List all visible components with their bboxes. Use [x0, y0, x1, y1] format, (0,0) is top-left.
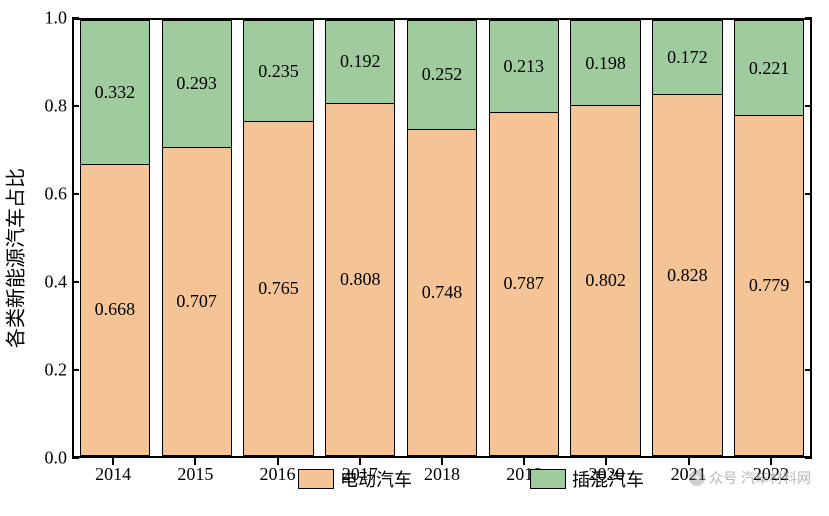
bar-segment-ev: 0.808: [325, 104, 395, 456]
bar-value-phev: 0.198: [585, 53, 626, 74]
bar-segment-phev: 0.221: [734, 20, 804, 116]
legend-item-phev: 插混汽车: [530, 466, 644, 492]
y-tick-label: 1.0: [45, 8, 68, 29]
y-tick-label: 0.4: [45, 272, 68, 293]
bar-segment-phev: 0.198: [570, 20, 640, 106]
x-tick-mark: [688, 458, 690, 465]
bar-value-phev: 0.172: [667, 47, 708, 68]
bar-slot: 0.252 0.748: [401, 20, 483, 456]
bar-segment-ev: 0.779: [734, 116, 804, 456]
bar-slot: 0.293 0.707: [156, 20, 238, 456]
bar-segment-ev: 0.707: [162, 148, 232, 456]
y-tick-label: 0.0: [45, 448, 68, 469]
y-tick-mark-left: [72, 105, 79, 107]
x-tick-mark: [112, 458, 114, 465]
x-tick-label: 2014: [95, 464, 131, 485]
watermark: ✴ 众号 汽车材料网: [689, 468, 811, 488]
y-tick-mark-right: [805, 17, 812, 19]
chart-container: 0.332 0.668 0.293 0.707 0.235 0.765 0.192 0.808…: [0, 0, 829, 516]
bar-segment-ev: 0.668: [80, 165, 150, 456]
y-tick-mark-left: [72, 281, 79, 283]
bar-slot: 0.221 0.779: [728, 20, 810, 456]
bar: 0.213 0.787: [489, 20, 559, 456]
bar-value-ev: 0.707: [176, 291, 217, 312]
bar-segment-phev: 0.213: [489, 20, 559, 113]
bar-segment-phev: 0.192: [325, 20, 395, 104]
bar-value-ev: 0.668: [95, 299, 136, 320]
bar-value-ev: 0.808: [340, 269, 381, 290]
bar-segment-ev: 0.748: [407, 130, 477, 456]
y-tick-label: 0.6: [45, 184, 68, 205]
y-tick-label: 0.2: [45, 360, 68, 381]
bar-slot: 0.198 0.802: [565, 20, 647, 456]
bar: 0.198 0.802: [570, 20, 640, 456]
bar-segment-ev: 0.787: [489, 113, 559, 456]
bar-segment-ev: 0.765: [243, 122, 313, 456]
bar-value-phev: 0.221: [749, 58, 790, 79]
bar: 0.293 0.707: [162, 20, 232, 456]
bars-group: 0.332 0.668 0.293 0.707 0.235 0.765 0.192 0.808…: [74, 20, 810, 456]
y-tick-mark-right: [805, 193, 812, 195]
bar-segment-phev: 0.172: [652, 20, 722, 95]
bar-value-ev: 0.828: [667, 265, 708, 286]
bar-value-phev: 0.332: [95, 82, 136, 103]
bar-segment-phev: 0.332: [80, 20, 150, 165]
x-tick-label: 2015: [177, 464, 213, 485]
bar-segment-phev: 0.252: [407, 20, 477, 130]
x-tick-label: 2021: [671, 464, 707, 485]
bar-value-phev: 0.293: [176, 73, 217, 94]
x-tick-mark: [359, 458, 361, 465]
legend-label-phev: 插混汽车: [572, 466, 644, 492]
y-axis-label: 各类新能源汽车占比: [0, 168, 29, 348]
legend-swatch-phev: [530, 469, 566, 489]
x-tick-mark: [194, 458, 196, 465]
y-tick-mark-right: [805, 369, 812, 371]
legend-item-ev: 电动汽车: [298, 466, 412, 492]
bar-value-phev: 0.235: [258, 61, 299, 82]
bar: 0.332 0.668: [80, 20, 150, 456]
bar: 0.192 0.808: [325, 20, 395, 456]
bar-slot: 0.213 0.787: [483, 20, 565, 456]
bar: 0.235 0.765: [243, 20, 313, 456]
bar-value-phev: 0.192: [340, 51, 381, 72]
x-tick-mark: [770, 458, 772, 465]
bar-segment-phev: 0.293: [162, 20, 232, 148]
bar-value-ev: 0.787: [504, 273, 545, 294]
plot-area: 0.332 0.668 0.293 0.707 0.235 0.765 0.192 0.808…: [72, 18, 812, 458]
bar-value-ev: 0.748: [422, 282, 463, 303]
bar-slot: 0.332 0.668: [74, 20, 156, 456]
y-tick-label: 0.8: [45, 96, 68, 117]
bar-segment-ev: 0.828: [652, 95, 722, 456]
x-tick-label: 2016: [260, 464, 296, 485]
bar: 0.221 0.779: [734, 20, 804, 456]
bar-value-ev: 0.765: [258, 278, 299, 299]
y-tick-mark-left: [72, 193, 79, 195]
bar-value-ev: 0.779: [749, 275, 790, 296]
bar-slot: 0.235 0.765: [238, 20, 320, 456]
y-tick-mark-right: [805, 105, 812, 107]
x-tick-label: 2018: [424, 464, 460, 485]
legend-swatch-ev: [298, 469, 334, 489]
bar-value-phev: 0.213: [504, 56, 545, 77]
x-tick-mark: [441, 458, 443, 465]
y-tick-mark-left: [72, 457, 79, 459]
legend-label-ev: 电动汽车: [340, 466, 412, 492]
bar-value-phev: 0.252: [422, 64, 463, 85]
bar-slot: 0.172 0.828: [646, 20, 728, 456]
x-tick-mark: [605, 458, 607, 465]
x-tick-mark: [523, 458, 525, 465]
y-tick-mark-right: [805, 457, 812, 459]
bar-slot: 0.192 0.808: [319, 20, 401, 456]
y-tick-mark-left: [72, 17, 79, 19]
x-tick-label: 2022: [753, 464, 789, 485]
y-tick-mark-right: [805, 281, 812, 283]
bar: 0.172 0.828: [652, 20, 722, 456]
bar-value-ev: 0.802: [585, 270, 626, 291]
y-tick-mark-left: [72, 369, 79, 371]
x-tick-mark: [277, 458, 279, 465]
bar: 0.252 0.748: [407, 20, 477, 456]
bar-segment-phev: 0.235: [243, 20, 313, 122]
bar-segment-ev: 0.802: [570, 106, 640, 456]
